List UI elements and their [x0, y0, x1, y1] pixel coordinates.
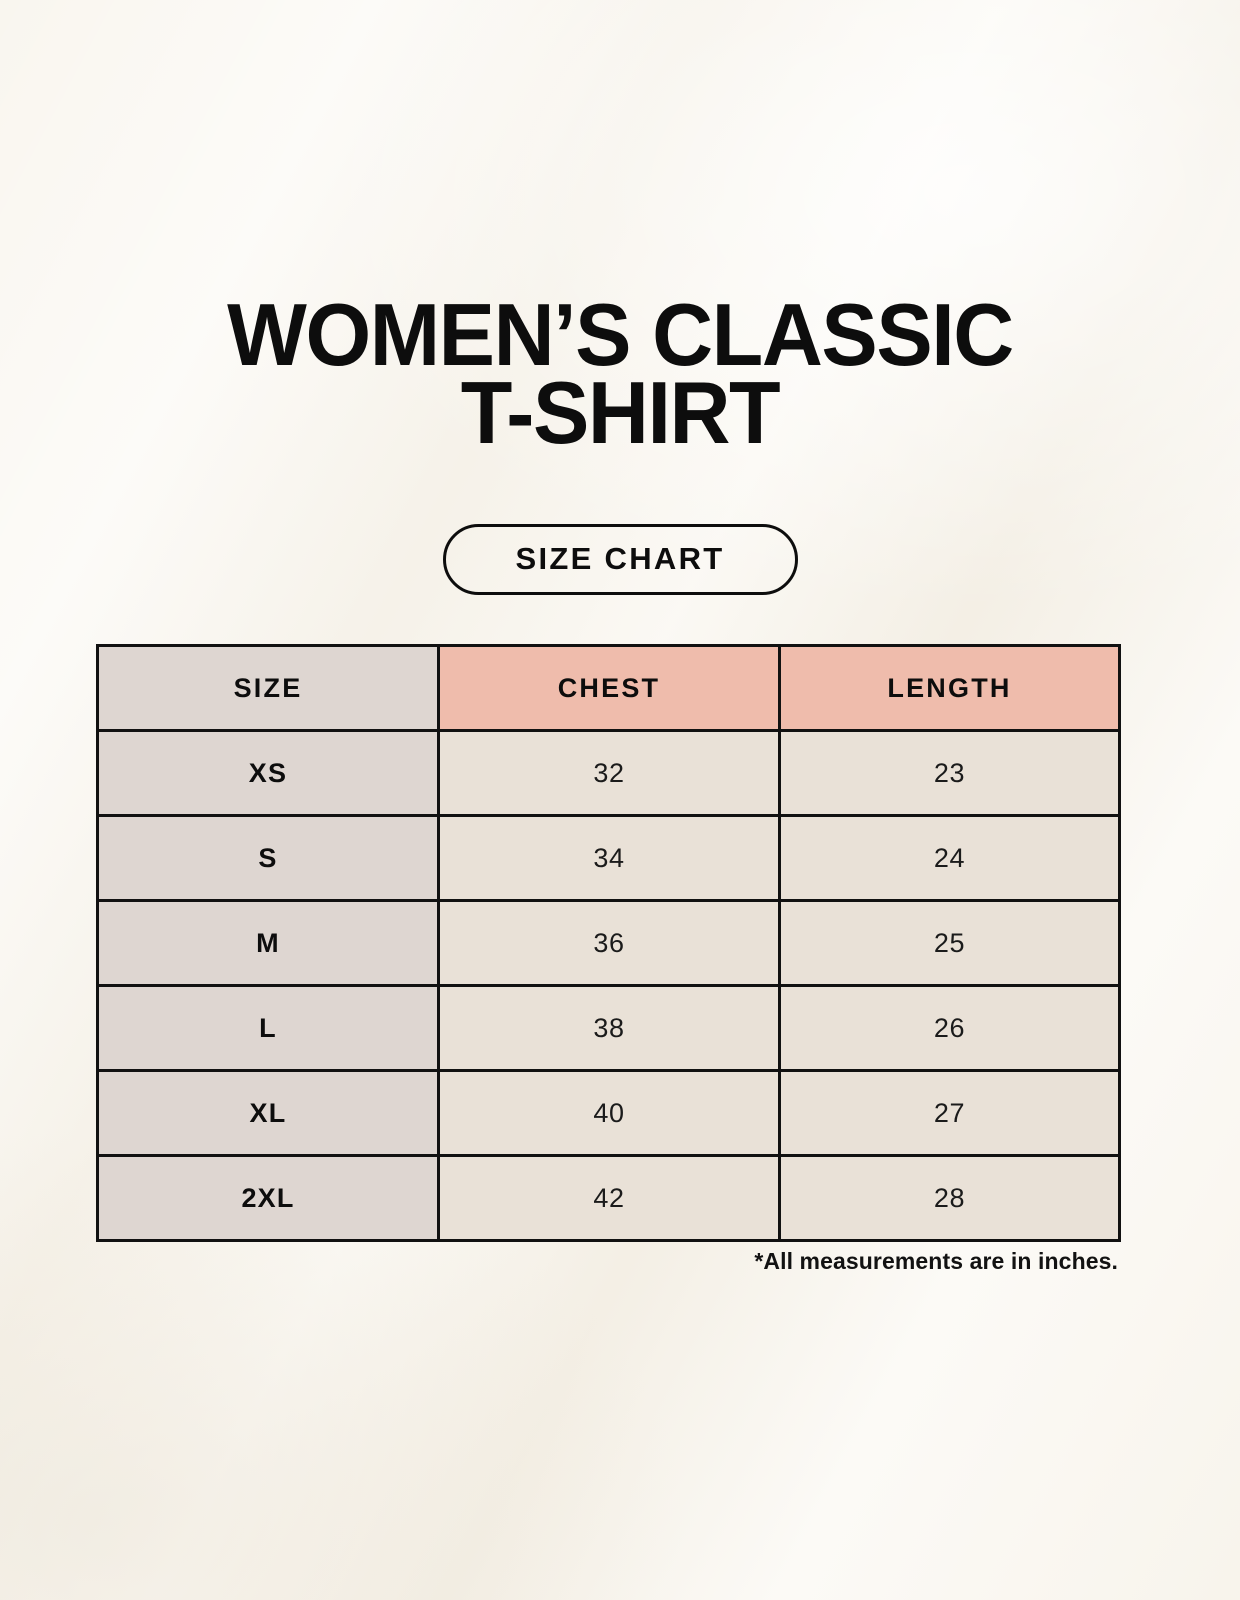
measurement-units-footnote: *All measurements are in inches.	[754, 1248, 1118, 1274]
cell-length: 27	[778, 1069, 1121, 1157]
table-row: M 36 25	[96, 899, 1121, 987]
cell-size: XL	[96, 1069, 440, 1157]
cell-chest: 42	[437, 1154, 781, 1242]
cell-chest: 34	[437, 814, 781, 902]
cell-size: 2XL	[96, 1154, 440, 1242]
page-title: WOMEN’S CLASSIC T-SHIRT	[0, 291, 1240, 462]
table-row: XL 40 27	[96, 1069, 1121, 1157]
column-header-size: SIZE	[96, 644, 440, 732]
cell-chest: 36	[437, 899, 781, 987]
cell-chest: 32	[437, 729, 781, 817]
cell-length: 26	[778, 984, 1121, 1072]
cell-chest: 38	[437, 984, 781, 1072]
cell-size: S	[96, 814, 440, 902]
column-header-chest: CHEST	[437, 644, 781, 732]
cell-size: XS	[96, 729, 440, 817]
table-row: XS 32 23	[96, 729, 1121, 817]
cell-length: 24	[778, 814, 1121, 902]
size-chart-badge: SIZE CHART	[442, 524, 798, 595]
cell-length: 25	[778, 899, 1121, 987]
table-row: L 38 26	[96, 984, 1121, 1072]
column-header-length: LENGTH	[778, 644, 1121, 732]
page-title-line-2: T-SHIRT	[460, 363, 781, 462]
size-table-container: SIZE CHEST LENGTH XS 32 23 S 34 24 M	[96, 644, 1121, 1242]
cell-chest: 40	[437, 1069, 781, 1157]
table-row: 2XL 42 28	[96, 1154, 1121, 1242]
size-table: SIZE CHEST LENGTH XS 32 23 S 34 24 M	[96, 644, 1121, 1242]
cell-length: 28	[778, 1154, 1121, 1242]
table-row: S 34 24	[96, 814, 1121, 902]
size-chart-badge-container: SIZE CHART	[0, 524, 1240, 595]
cell-size: L	[96, 984, 440, 1072]
table-header-row: SIZE CHEST LENGTH	[96, 644, 1121, 732]
cell-size: M	[96, 899, 440, 987]
cell-length: 23	[778, 729, 1121, 817]
